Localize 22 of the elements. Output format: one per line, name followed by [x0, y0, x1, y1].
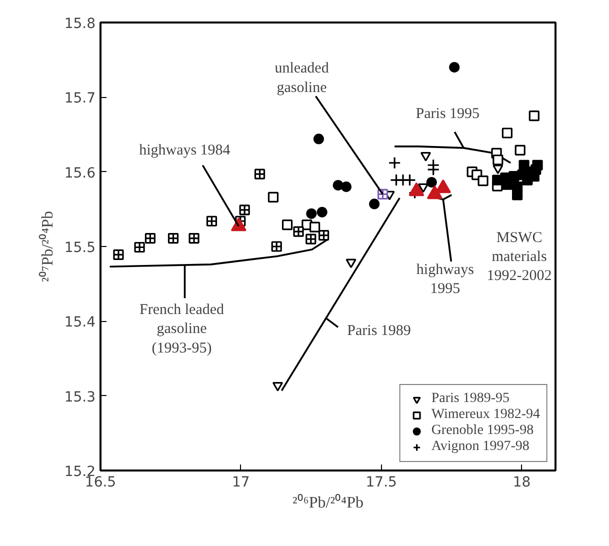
- legend-label: Grenoble 1995-98: [431, 423, 534, 439]
- y-tick-label: 15.6: [64, 165, 96, 182]
- annotation: MSWC materials 1992-2002: [486, 230, 552, 284]
- annotation: unleaded gasoline: [274, 60, 330, 96]
- y-tick-label: 15.7: [64, 90, 96, 107]
- legend-label: Avignon 1997-98: [431, 439, 530, 455]
- x-tick-label: 18: [512, 474, 531, 490]
- y-tick-label: 15.8: [64, 16, 96, 32]
- x-axis-title: ²⁰⁶Pb/²⁰⁴Pb: [292, 494, 364, 512]
- annotation: Paris 1995: [416, 106, 480, 122]
- y-tick-label: 15.4: [64, 314, 96, 331]
- annotation: French leaded gasoline (1993-95): [139, 302, 225, 356]
- y-tick-label: 15.5: [64, 240, 96, 256]
- y-tick-label: 15.3: [64, 389, 96, 406]
- legend-label: Wimereux 1982-94: [431, 407, 540, 423]
- annotation: highways 1995: [416, 262, 474, 298]
- legend-label: Paris 1989-95: [431, 391, 510, 407]
- x-tick-label: 17.5: [366, 474, 397, 490]
- annotation: highways 1984: [139, 142, 231, 158]
- annotation: Paris 1989: [347, 323, 411, 340]
- y-axis-title: ²⁰⁷Pb/²⁰⁴Pb: [38, 210, 56, 282]
- x-tick-label: 17: [232, 474, 250, 490]
